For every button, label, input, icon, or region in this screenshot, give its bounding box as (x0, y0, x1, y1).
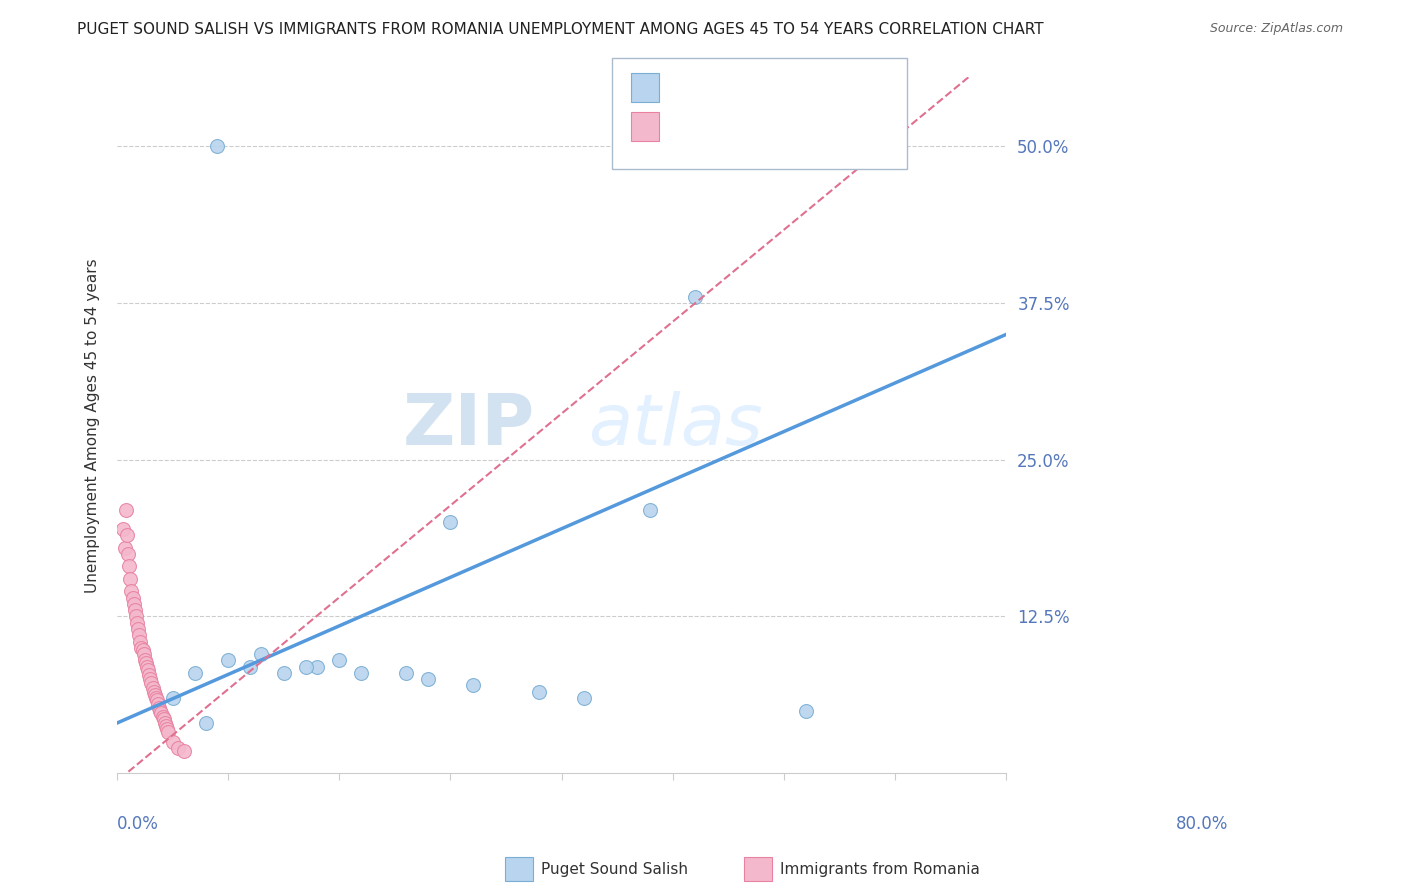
Y-axis label: Unemployment Among Ages 45 to 54 years: Unemployment Among Ages 45 to 54 years (86, 258, 100, 592)
Point (461, 678, 484, 692)
Point (184, 665, 207, 680)
Point (156, 723, 179, 737)
Point (136, 659, 159, 673)
Point (129, 634, 152, 648)
Point (114, 541, 136, 555)
Point (127, 622, 149, 636)
Point (153, 716, 176, 731)
Point (167, 741, 190, 756)
Point (150, 706, 173, 720)
Text: Immigrants from Romania: Immigrants from Romania (780, 863, 980, 877)
Point (157, 724, 180, 739)
Point (131, 640, 153, 655)
Point (120, 584, 142, 599)
Point (117, 547, 139, 561)
Point (111, 522, 134, 536)
Point (141, 676, 163, 690)
Point (305, 659, 328, 673)
Point (132, 647, 155, 661)
Point (149, 704, 172, 718)
Text: 80.0%: 80.0% (1175, 815, 1229, 833)
Point (134, 653, 156, 667)
Point (328, 653, 350, 667)
Point (131, 643, 153, 657)
Point (121, 591, 143, 605)
Text: ZIP: ZIP (402, 391, 534, 459)
Point (217, 653, 239, 667)
Point (250, 647, 273, 661)
Point (124, 603, 146, 617)
Point (145, 690, 167, 705)
Text: Source: ZipAtlas.com: Source: ZipAtlas.com (1209, 22, 1343, 36)
Point (418, 672, 440, 686)
Point (125, 615, 148, 630)
Point (146, 698, 169, 712)
Point (115, 503, 138, 517)
Point (115, 528, 138, 542)
Point (205, 139, 228, 153)
Point (136, 664, 159, 678)
Text: R = 0.505   N =  21: R = 0.505 N = 21 (672, 78, 848, 96)
Point (152, 710, 174, 724)
Point (152, 712, 174, 726)
Point (141, 681, 163, 695)
Point (162, 735, 184, 749)
Point (295, 659, 318, 673)
Point (794, 704, 817, 718)
Point (118, 559, 141, 574)
Point (143, 689, 166, 703)
Point (146, 693, 169, 707)
Point (350, 665, 373, 680)
Point (640, 503, 662, 517)
Text: PUGET SOUND SALISH VS IMMIGRANTS FROM ROMANIA UNEMPLOYMENT AMONG AGES 45 TO 54 Y: PUGET SOUND SALISH VS IMMIGRANTS FROM RO… (77, 22, 1043, 37)
Text: 0.0%: 0.0% (117, 815, 159, 833)
Point (122, 597, 145, 611)
Point (162, 690, 184, 705)
Point (148, 701, 170, 715)
Point (139, 672, 162, 686)
Point (572, 690, 595, 705)
Point (439, 516, 461, 530)
Point (173, 744, 195, 758)
Point (128, 628, 150, 642)
Point (120, 572, 142, 586)
Point (125, 609, 148, 624)
Text: atlas: atlas (588, 391, 763, 459)
Point (683, 290, 706, 304)
Text: Puget Sound Salish: Puget Sound Salish (541, 863, 689, 877)
Point (135, 656, 157, 670)
Point (155, 718, 177, 732)
Point (142, 684, 165, 698)
Point (273, 665, 295, 680)
Point (239, 659, 262, 673)
Point (529, 684, 551, 698)
Point (194, 716, 217, 731)
Text: R = 0.641   N =  44: R = 0.641 N = 44 (672, 118, 848, 136)
Point (138, 668, 160, 682)
Point (395, 665, 418, 680)
